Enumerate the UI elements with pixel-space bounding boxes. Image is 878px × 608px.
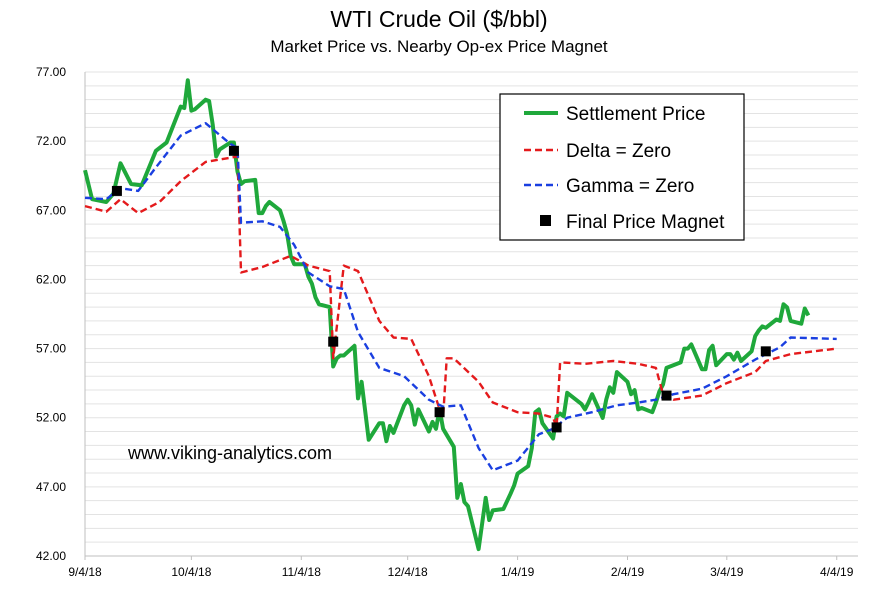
chart-subtitle: Market Price vs. Nearby Op-ex Price Magn… bbox=[270, 37, 608, 56]
x-tick-label: 12/4/18 bbox=[388, 565, 428, 579]
y-tick-label: 47.00 bbox=[36, 480, 66, 494]
series-layer bbox=[83, 78, 837, 552]
x-tick-label: 11/4/18 bbox=[282, 565, 321, 579]
price-magnet-marker bbox=[111, 185, 122, 196]
y-tick-label: 77.00 bbox=[36, 65, 66, 79]
price-magnet-marker bbox=[661, 390, 672, 401]
x-tick-label: 1/4/19 bbox=[501, 565, 535, 579]
x-tick-label: 2/4/19 bbox=[611, 565, 645, 579]
x-tick-label: 4/4/19 bbox=[820, 565, 854, 579]
price-magnet-marker bbox=[551, 422, 562, 433]
legend-label: Final Price Magnet bbox=[566, 212, 725, 233]
legend-label: Delta = Zero bbox=[566, 141, 671, 162]
axis-layer: 42.00 47.00 52.00 57.00 62.00 67.00 72.00 77.00… bbox=[36, 65, 858, 579]
legend-label: Gamma = Zero bbox=[566, 176, 694, 197]
y-tick-label: 72.00 bbox=[36, 134, 66, 148]
chart-title: WTI Crude Oil ($/bbl) bbox=[330, 6, 548, 32]
y-tick-label: 42.00 bbox=[36, 549, 66, 563]
price-magnet-marker bbox=[328, 336, 339, 347]
x-tick-label: 9/4/18 bbox=[68, 565, 102, 579]
price-magnet-marker bbox=[434, 407, 445, 418]
price-magnet-marker bbox=[228, 145, 239, 156]
grid-layer bbox=[85, 71, 858, 543]
legend-label: Settlement Price bbox=[566, 104, 705, 125]
y-tick-label: 52.00 bbox=[36, 411, 66, 425]
y-tick-label: 67.00 bbox=[36, 203, 66, 217]
price-magnet-marker bbox=[760, 346, 771, 357]
y-tick-label: 62.00 bbox=[36, 272, 66, 286]
legend: Settlement Price Delta = Zero Gamma = Zero… bbox=[499, 93, 745, 241]
x-tick-label: 3/4/19 bbox=[710, 565, 744, 579]
settlement-price-line bbox=[83, 78, 811, 552]
y-tick-label: 57.00 bbox=[36, 342, 66, 356]
watermark-text: www.viking-analytics.com bbox=[127, 443, 332, 463]
x-tick-label: 10/4/18 bbox=[171, 565, 211, 579]
legend-marker-magnet bbox=[540, 215, 551, 226]
